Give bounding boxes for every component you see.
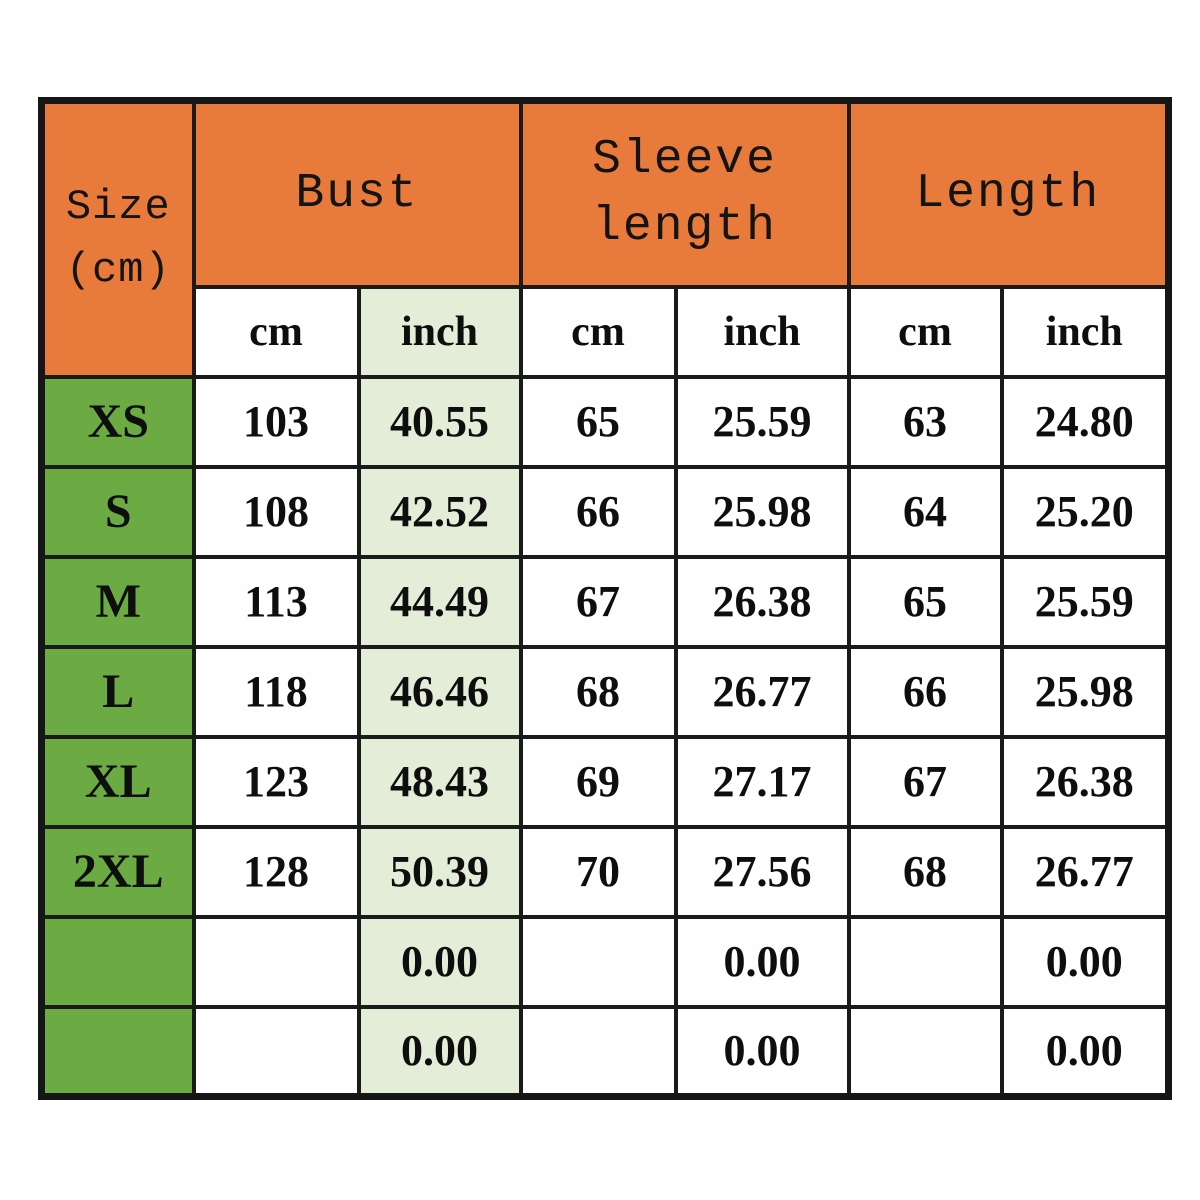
sleeve-inch-value: 0.00	[673, 914, 851, 1009]
group-header-length: Length	[846, 98, 1171, 289]
size-label	[39, 1004, 196, 1099]
table-row-s: S 108 42.52 66 25.98 64 25.20	[39, 464, 1171, 559]
length-cm-value: 66	[846, 644, 1004, 739]
unit-header-bust-inch: inch	[356, 284, 523, 379]
sleeve-cm-value: 66	[518, 464, 678, 559]
length-inch-value: 0.00	[999, 914, 1171, 1009]
size-chart-wrapper: Size (cm) Bust Sleeve length Length cm i…	[38, 97, 1172, 1100]
bust-cm-value: 118	[191, 644, 361, 739]
sleeve-inch-value: 25.59	[673, 374, 851, 469]
length-inch-value: 26.38	[999, 734, 1171, 829]
bust-inch-value: 44.49	[356, 554, 523, 649]
sleeve-cm-value	[518, 1004, 678, 1099]
sleeve-cm-value	[518, 914, 678, 1009]
bust-inch-value: 40.55	[356, 374, 523, 469]
bust-inch-value: 48.43	[356, 734, 523, 829]
bust-cm-value: 128	[191, 824, 361, 919]
corner-header-size-cm: Size (cm)	[39, 98, 196, 379]
bust-inch-value: 46.46	[356, 644, 523, 739]
length-inch-value: 24.80	[999, 374, 1171, 469]
sleeve-inch-value: 27.56	[673, 824, 851, 919]
table-row-2xl: 2XL 128 50.39 70 27.56 68 26.77	[39, 824, 1171, 919]
length-inch-value: 25.20	[999, 464, 1171, 559]
length-cm-value: 68	[846, 824, 1004, 919]
sleeve-cm-value: 68	[518, 644, 678, 739]
sleeve-inch-value: 27.17	[673, 734, 851, 829]
bust-cm-value: 108	[191, 464, 361, 559]
sleeve-cm-value: 65	[518, 374, 678, 469]
bust-cm-value: 123	[191, 734, 361, 829]
size-chart-table: Size (cm) Bust Sleeve length Length cm i…	[38, 97, 1172, 1100]
sleeve-cm-value: 67	[518, 554, 678, 649]
bust-inch-value: 50.39	[356, 824, 523, 919]
bust-cm-value	[191, 914, 361, 1009]
corner-header-line1: Size	[65, 183, 171, 232]
length-inch-value: 25.98	[999, 644, 1171, 739]
unit-header-length-inch: inch	[999, 284, 1171, 379]
sleeve-inch-value: 26.38	[673, 554, 851, 649]
table-row-empty-2: 0.00 0.00 0.00	[39, 1004, 1171, 1099]
table-row-empty-1: 0.00 0.00 0.00	[39, 914, 1171, 1009]
table-row-m: M 113 44.49 67 26.38 65 25.59	[39, 554, 1171, 649]
unit-header-bust-cm: cm	[191, 284, 361, 379]
size-label: XL	[39, 734, 196, 829]
length-cm-value: 63	[846, 374, 1004, 469]
length-cm-value: 65	[846, 554, 1004, 649]
corner-header-line2: (cm)	[65, 246, 171, 295]
bust-inch-value: 42.52	[356, 464, 523, 559]
sleeve-cm-value: 70	[518, 824, 678, 919]
bust-inch-value: 0.00	[356, 1004, 523, 1099]
length-cm-value: 67	[846, 734, 1004, 829]
bust-cm-value: 113	[191, 554, 361, 649]
bust-cm-value: 103	[191, 374, 361, 469]
size-label: L	[39, 644, 196, 739]
length-inch-value: 0.00	[999, 1004, 1171, 1099]
unit-header-length-cm: cm	[846, 284, 1004, 379]
bust-cm-value	[191, 1004, 361, 1099]
size-label: S	[39, 464, 196, 559]
sleeve-inch-value: 26.77	[673, 644, 851, 739]
size-label: XS	[39, 374, 196, 469]
group-header-sleeve-length: Sleeve length	[518, 98, 851, 289]
size-label: M	[39, 554, 196, 649]
length-inch-value: 26.77	[999, 824, 1171, 919]
length-cm-value	[846, 1004, 1004, 1099]
sleeve-cm-value: 69	[518, 734, 678, 829]
bust-inch-value: 0.00	[356, 914, 523, 1009]
sleeve-inch-value: 0.00	[673, 1004, 851, 1099]
size-label	[39, 914, 196, 1009]
length-cm-value: 64	[846, 464, 1004, 559]
sleeve-inch-value: 25.98	[673, 464, 851, 559]
table-row-xs: XS 103 40.55 65 25.59 63 24.80	[39, 374, 1171, 469]
table-row-xl: XL 123 48.43 69 27.17 67 26.38	[39, 734, 1171, 829]
group-header-bust: Bust	[191, 98, 523, 289]
unit-header-sleeve-cm: cm	[518, 284, 678, 379]
unit-header-sleeve-inch: inch	[673, 284, 851, 379]
length-inch-value: 25.59	[999, 554, 1171, 649]
length-cm-value	[846, 914, 1004, 1009]
table-row-l: L 118 46.46 68 26.77 66 25.98	[39, 644, 1171, 739]
size-label: 2XL	[39, 824, 196, 919]
